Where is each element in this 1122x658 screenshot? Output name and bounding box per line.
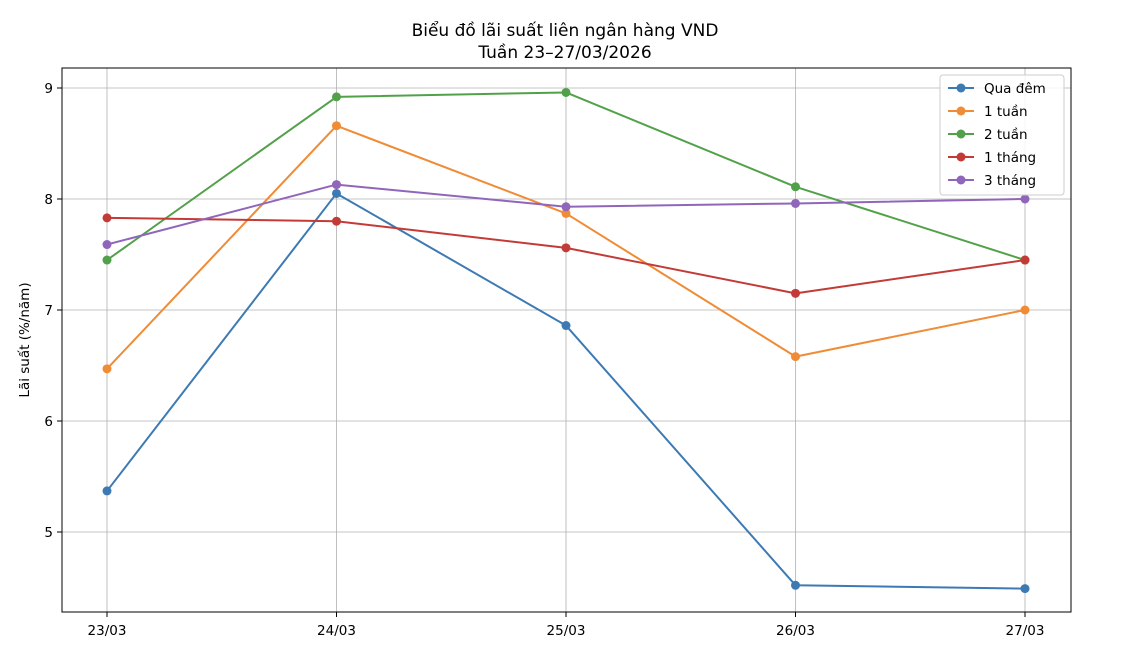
series-3 tháng	[102, 180, 1030, 250]
legend-item: 1 tuần	[948, 104, 1028, 120]
legend-item: 3 tháng	[948, 173, 1036, 189]
data-point	[561, 243, 571, 253]
legend-item: Qua đêm	[948, 81, 1046, 97]
y-tick-label: 8	[44, 192, 53, 208]
legend-label: 1 tuần	[984, 104, 1028, 120]
legend-box	[939, 74, 1065, 196]
x-tick-label: 24/03	[317, 623, 356, 639]
data-point	[791, 352, 800, 362]
series-lines	[102, 87, 1030, 594]
data-point	[561, 321, 571, 331]
data-point	[1020, 255, 1030, 265]
legend: Qua đêm 1 tuần 2 tuần 1 tháng 3 tháng	[939, 74, 1065, 196]
legend-label: 1 tháng	[984, 150, 1036, 166]
legend-marker	[956, 83, 966, 93]
data-point	[102, 255, 112, 265]
legend-marker	[956, 129, 966, 139]
data-point	[1020, 584, 1030, 594]
data-point	[102, 486, 112, 496]
legend-label: 3 tháng	[984, 173, 1036, 189]
data-point	[791, 288, 800, 298]
data-point	[1020, 305, 1030, 315]
x-axis: 23/03 24/03 25/03 26/03 27/03	[88, 612, 1045, 639]
series-1 tuần	[102, 121, 1030, 374]
x-tick-label: 23/03	[88, 623, 127, 639]
legend-item: 2 tuần	[948, 127, 1028, 143]
y-tick-label: 9	[44, 81, 53, 97]
x-tick-label: 25/03	[547, 623, 586, 639]
y-tick-label: 6	[44, 414, 53, 430]
legend-label: Qua đêm	[984, 81, 1046, 97]
y-tick-label: 7	[44, 303, 53, 319]
data-point	[791, 580, 800, 590]
data-point	[102, 213, 112, 223]
legend-marker	[956, 106, 966, 116]
data-point	[1020, 194, 1030, 204]
data-point	[332, 92, 341, 102]
legend-item: 1 tháng	[948, 150, 1036, 166]
data-point	[561, 202, 571, 212]
legend-items: Qua đêm 1 tuần 2 tuần 1 tháng 3 tháng	[948, 81, 1046, 189]
series-1 tháng	[102, 213, 1030, 298]
legend-marker	[956, 175, 966, 185]
data-point	[791, 182, 800, 192]
legend-marker	[956, 152, 966, 162]
y-tick-label: 5	[44, 525, 53, 541]
data-point	[332, 180, 341, 190]
x-tick-label: 26/03	[776, 623, 815, 639]
legend-label: 2 tuần	[984, 127, 1028, 143]
series-Qua đêm	[102, 188, 1030, 594]
data-point	[561, 208, 571, 218]
data-point	[791, 198, 800, 208]
data-point	[561, 87, 571, 97]
data-point	[332, 121, 341, 131]
chart-title: Biểu đồ lãi suất liên ngân hàng VND	[412, 20, 719, 41]
y-axis-label: Lãi suất (%/năm)	[17, 282, 33, 397]
data-point	[332, 216, 341, 226]
data-point	[102, 364, 112, 374]
chart-subtitle: Tuần 23–27/03/2026	[477, 42, 651, 63]
data-point	[102, 240, 112, 250]
y-axis: 5 6 7 8 9	[44, 81, 62, 541]
x-tick-label: 27/03	[1006, 623, 1045, 639]
data-point	[332, 188, 341, 198]
